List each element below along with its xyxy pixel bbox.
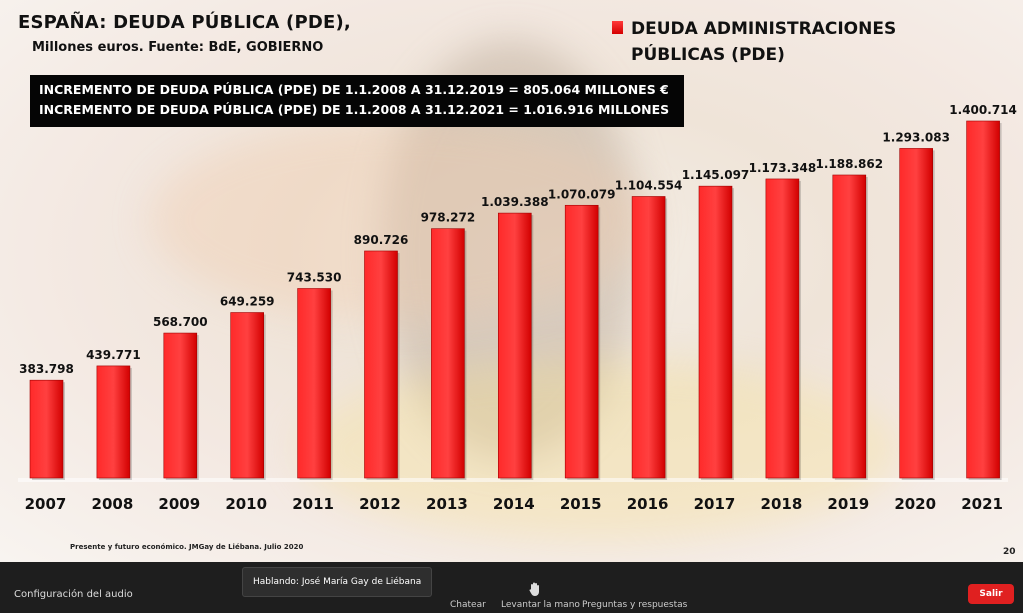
x-tick-2021: 2021 — [961, 495, 1003, 513]
legend-label: DEUDA ADMINISTRACIONES PÚBLICAS (PDE) — [631, 19, 897, 65]
x-tick-2015: 2015 — [560, 495, 602, 513]
chart-legend: DEUDA ADMINISTRACIONES PÚBLICAS (PDE) — [612, 16, 1012, 68]
x-tick-2010: 2010 — [225, 495, 267, 513]
x-tick-2011: 2011 — [292, 495, 334, 513]
bar-2008 — [96, 365, 131, 479]
bar-2017 — [698, 185, 733, 479]
bar-chart: 383.798 2007 439.771 2008 568.700 2009 649.259… — [18, 103, 1017, 513]
audio-settings-button[interactable]: Configuración del audio — [14, 589, 133, 600]
x-tick-2007: 2007 — [25, 495, 67, 513]
chart-baseline — [18, 478, 1008, 482]
bar-2016 — [631, 196, 666, 479]
page-number: 20 — [1003, 547, 1016, 557]
x-tick-2018: 2018 — [761, 495, 803, 513]
source-note: Presente y futuro económico. JMGay de Li… — [70, 543, 304, 551]
x-tick-2014: 2014 — [493, 495, 535, 513]
data-label-2018: 1.173.348 — [749, 161, 817, 175]
qa-button[interactable]: Preguntas y respuestas — [582, 600, 688, 610]
data-label-2012: 890.726 — [354, 233, 409, 247]
bar-2009 — [163, 332, 198, 479]
x-tick-2013: 2013 — [426, 495, 468, 513]
bar-2015 — [564, 204, 599, 479]
x-tick-2020: 2020 — [894, 495, 936, 513]
x-tick-2019: 2019 — [827, 495, 869, 513]
data-label-2021: 1.400.714 — [949, 103, 1017, 117]
bar-2007 — [29, 379, 64, 479]
chat-button[interactable]: Chatear — [450, 600, 486, 610]
bar-2013 — [431, 228, 465, 479]
data-label-2020: 1.293.083 — [882, 130, 950, 144]
bar-2019 — [832, 174, 867, 479]
leave-button[interactable]: Salir — [968, 584, 1014, 604]
note-line-1: INCREMENTO DE DEUDA PÚBLICA (PDE) DE 1.1… — [39, 82, 669, 97]
bar-2018 — [765, 178, 800, 479]
data-label-2007: 383.798 — [19, 362, 74, 376]
data-label-2011: 743.530 — [287, 270, 342, 284]
data-label-2019: 1.188.862 — [816, 157, 884, 171]
x-tick-2012: 2012 — [359, 495, 401, 513]
bar-2021 — [966, 120, 1000, 479]
bar-2020 — [899, 148, 934, 479]
raise-hand-button[interactable]: Levantar la mano — [501, 600, 580, 610]
bar-2011 — [297, 288, 331, 479]
data-label-2014: 1.039.388 — [481, 195, 549, 209]
bar-2010 — [230, 312, 264, 479]
data-label-2015: 1.070.079 — [548, 187, 616, 201]
presentation-slide: ESPAÑA: DEUDA PÚBLICA (PDE), Millones eu… — [0, 0, 1023, 562]
data-label-2009: 568.700 — [153, 315, 208, 329]
data-label-2008: 439.771 — [86, 348, 141, 362]
chart-title: ESPAÑA: DEUDA PÚBLICA (PDE), — [18, 12, 351, 33]
active-speaker-indicator: Hablando: José María Gay de Liébana — [242, 567, 433, 597]
x-tick-2008: 2008 — [92, 495, 134, 513]
x-tick-2017: 2017 — [694, 495, 736, 513]
bar-2012 — [364, 250, 398, 479]
data-label-2017: 1.145.097 — [682, 168, 750, 182]
debt-increase-note: INCREMENTO DE DEUDA PÚBLICA (PDE) DE 1.1… — [30, 75, 684, 127]
legend-swatch — [612, 21, 623, 34]
meeting-toolbar: Configuración del audio Hablando: José M… — [0, 562, 1023, 613]
data-label-2010: 649.259 — [220, 295, 275, 309]
note-line-2: INCREMENTO DE DEUDA PÚBLICA (PDE) DE 1.1… — [39, 102, 670, 117]
x-tick-2009: 2009 — [158, 495, 200, 513]
background-flag-yellow — [300, 360, 900, 540]
data-label-2016: 1.104.554 — [615, 178, 683, 192]
data-label-2013: 978.272 — [421, 211, 476, 225]
x-tick-2016: 2016 — [627, 495, 669, 513]
bar-2014 — [497, 212, 532, 479]
raise-hand-icon[interactable] — [528, 581, 542, 597]
chart-subtitle: Millones euros. Fuente: BdE, GOBIERNO — [32, 40, 324, 55]
